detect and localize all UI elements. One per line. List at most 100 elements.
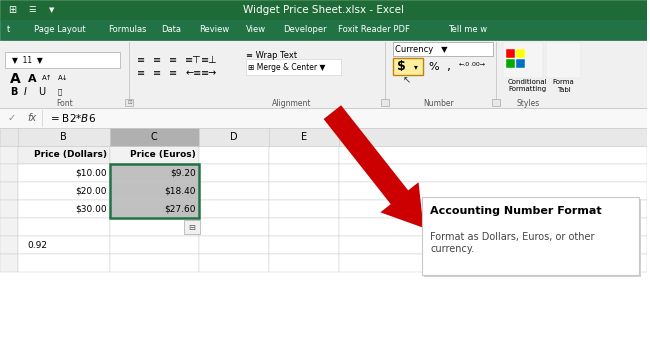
Text: Data: Data — [161, 25, 181, 34]
Bar — [0, 236, 18, 254]
Bar — [339, 182, 647, 200]
Bar — [546, 42, 580, 78]
Text: ☰: ☰ — [28, 6, 36, 14]
Bar — [0, 200, 18, 218]
Text: ▾: ▾ — [414, 62, 418, 71]
Text: Tell me w: Tell me w — [448, 25, 488, 34]
Bar — [199, 218, 269, 236]
Bar — [424, 199, 642, 277]
Text: $20.00: $20.00 — [75, 187, 107, 195]
Text: Formulas: Formulas — [108, 25, 147, 34]
Bar — [393, 42, 493, 56]
Bar — [199, 164, 269, 182]
Text: $18.40: $18.40 — [164, 187, 196, 195]
Bar — [199, 254, 269, 272]
Text: ≡ Wrap Text: ≡ Wrap Text — [246, 51, 297, 61]
Text: ≡: ≡ — [137, 68, 146, 78]
Bar — [492, 99, 500, 106]
Text: $9.20: $9.20 — [170, 169, 196, 177]
Text: $27.60: $27.60 — [164, 205, 196, 214]
Text: ↖: ↖ — [402, 75, 410, 85]
Bar — [393, 58, 423, 75]
Text: B: B — [60, 132, 67, 142]
FancyArrowPatch shape — [324, 105, 424, 228]
Bar — [18, 200, 110, 218]
Text: ←.0: ←.0 — [458, 62, 470, 67]
Bar — [110, 182, 199, 200]
Text: E: E — [301, 132, 307, 142]
Text: fx: fx — [27, 113, 36, 123]
Text: A↓: A↓ — [58, 75, 68, 81]
Bar — [516, 49, 525, 58]
Text: $10.00: $10.00 — [75, 169, 107, 177]
Bar — [503, 42, 543, 78]
Text: ≡: ≡ — [169, 55, 177, 65]
Text: A: A — [10, 72, 21, 86]
Text: A↑: A↑ — [42, 75, 53, 81]
Bar — [0, 164, 18, 182]
Bar — [184, 220, 200, 234]
Text: Forma
Tabl: Forma Tabl — [552, 80, 575, 93]
Bar — [269, 182, 339, 200]
Text: Developer: Developer — [283, 25, 326, 34]
Text: ≡⊥: ≡⊥ — [201, 55, 218, 65]
Text: Price (Euros): Price (Euros) — [131, 151, 196, 159]
Bar — [0, 218, 18, 236]
Text: I: I — [24, 87, 27, 97]
Bar — [199, 146, 269, 164]
Bar — [0, 128, 18, 146]
Bar — [269, 164, 339, 182]
Text: A: A — [28, 74, 36, 84]
Bar — [339, 254, 647, 272]
Text: .00→: .00→ — [471, 62, 486, 67]
Bar — [339, 164, 647, 182]
Text: ⊞ Merge & Center ▼: ⊞ Merge & Center ▼ — [248, 63, 326, 71]
Text: ⊡: ⊡ — [127, 100, 132, 105]
Bar — [339, 128, 647, 146]
Bar — [110, 218, 199, 236]
Text: $: $ — [397, 60, 406, 73]
Bar — [0, 146, 18, 164]
Text: ✓: ✓ — [8, 113, 16, 123]
Text: ⊞: ⊞ — [8, 5, 16, 15]
Text: Currency   ▼: Currency ▼ — [395, 44, 448, 54]
Bar — [382, 99, 389, 106]
Text: 0.92: 0.92 — [28, 240, 48, 250]
Bar — [199, 182, 269, 200]
Bar — [110, 128, 199, 146]
Bar — [199, 128, 269, 146]
Bar — [339, 218, 647, 236]
Text: ▼: ▼ — [49, 7, 55, 13]
Text: Format as Dollars, Euros, or other
currency.: Format as Dollars, Euros, or other curre… — [430, 232, 595, 254]
Bar — [110, 254, 199, 272]
Bar — [0, 182, 18, 200]
Text: ≡: ≡ — [137, 55, 146, 65]
Bar — [269, 254, 339, 272]
Bar — [339, 146, 647, 164]
Text: ▼  11  ▼: ▼ 11 ▼ — [12, 56, 43, 64]
Text: ≡: ≡ — [153, 68, 161, 78]
Bar — [506, 59, 515, 68]
Bar — [18, 128, 110, 146]
Bar — [269, 236, 339, 254]
Bar — [0, 254, 18, 272]
Bar — [18, 218, 110, 236]
Bar — [339, 236, 647, 254]
Text: Accounting Number Format: Accounting Number Format — [430, 206, 602, 216]
Text: U: U — [38, 87, 45, 97]
Text: ≡: ≡ — [169, 68, 177, 78]
Text: ≡⊤: ≡⊤ — [185, 55, 202, 65]
Text: 🔲: 🔲 — [58, 89, 62, 95]
Text: Alignment: Alignment — [272, 99, 311, 107]
Bar — [18, 164, 110, 182]
Text: t: t — [6, 25, 10, 34]
Bar — [125, 99, 133, 106]
Bar — [0, 0, 647, 20]
Bar — [0, 20, 647, 40]
Text: ⊟: ⊟ — [188, 222, 196, 232]
Bar — [110, 236, 199, 254]
Bar — [269, 128, 339, 146]
Bar — [18, 254, 110, 272]
Bar — [110, 200, 199, 218]
Bar — [269, 146, 339, 164]
